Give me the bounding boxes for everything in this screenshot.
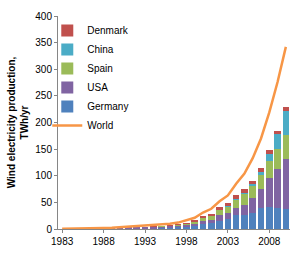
svg-text:Wind electricity production,TW: Wind electricity production,TWh/yr	[6, 56, 30, 188]
svg-text:2003: 2003	[217, 236, 240, 247]
svg-text:1993: 1993	[134, 236, 157, 247]
svg-text:50: 50	[41, 197, 53, 208]
svg-text:Spain: Spain	[87, 63, 113, 74]
svg-text:USA: USA	[87, 82, 108, 93]
svg-text:200: 200	[35, 117, 52, 128]
svg-text:1988: 1988	[92, 236, 115, 247]
svg-text:250: 250	[35, 90, 52, 101]
svg-text:1998: 1998	[175, 236, 198, 247]
svg-text:0: 0	[46, 224, 52, 235]
svg-text:150: 150	[35, 144, 52, 155]
svg-text:Denmark: Denmark	[87, 25, 129, 36]
svg-text:350: 350	[35, 37, 52, 48]
svg-text:100: 100	[35, 170, 52, 181]
svg-text:2008: 2008	[258, 236, 281, 247]
svg-text:400: 400	[35, 11, 52, 22]
svg-text:China: China	[87, 44, 114, 55]
svg-text:World: World	[87, 120, 113, 131]
svg-text:300: 300	[35, 64, 52, 75]
svg-text:Germany: Germany	[87, 101, 128, 112]
svg-text:1983: 1983	[51, 236, 74, 247]
